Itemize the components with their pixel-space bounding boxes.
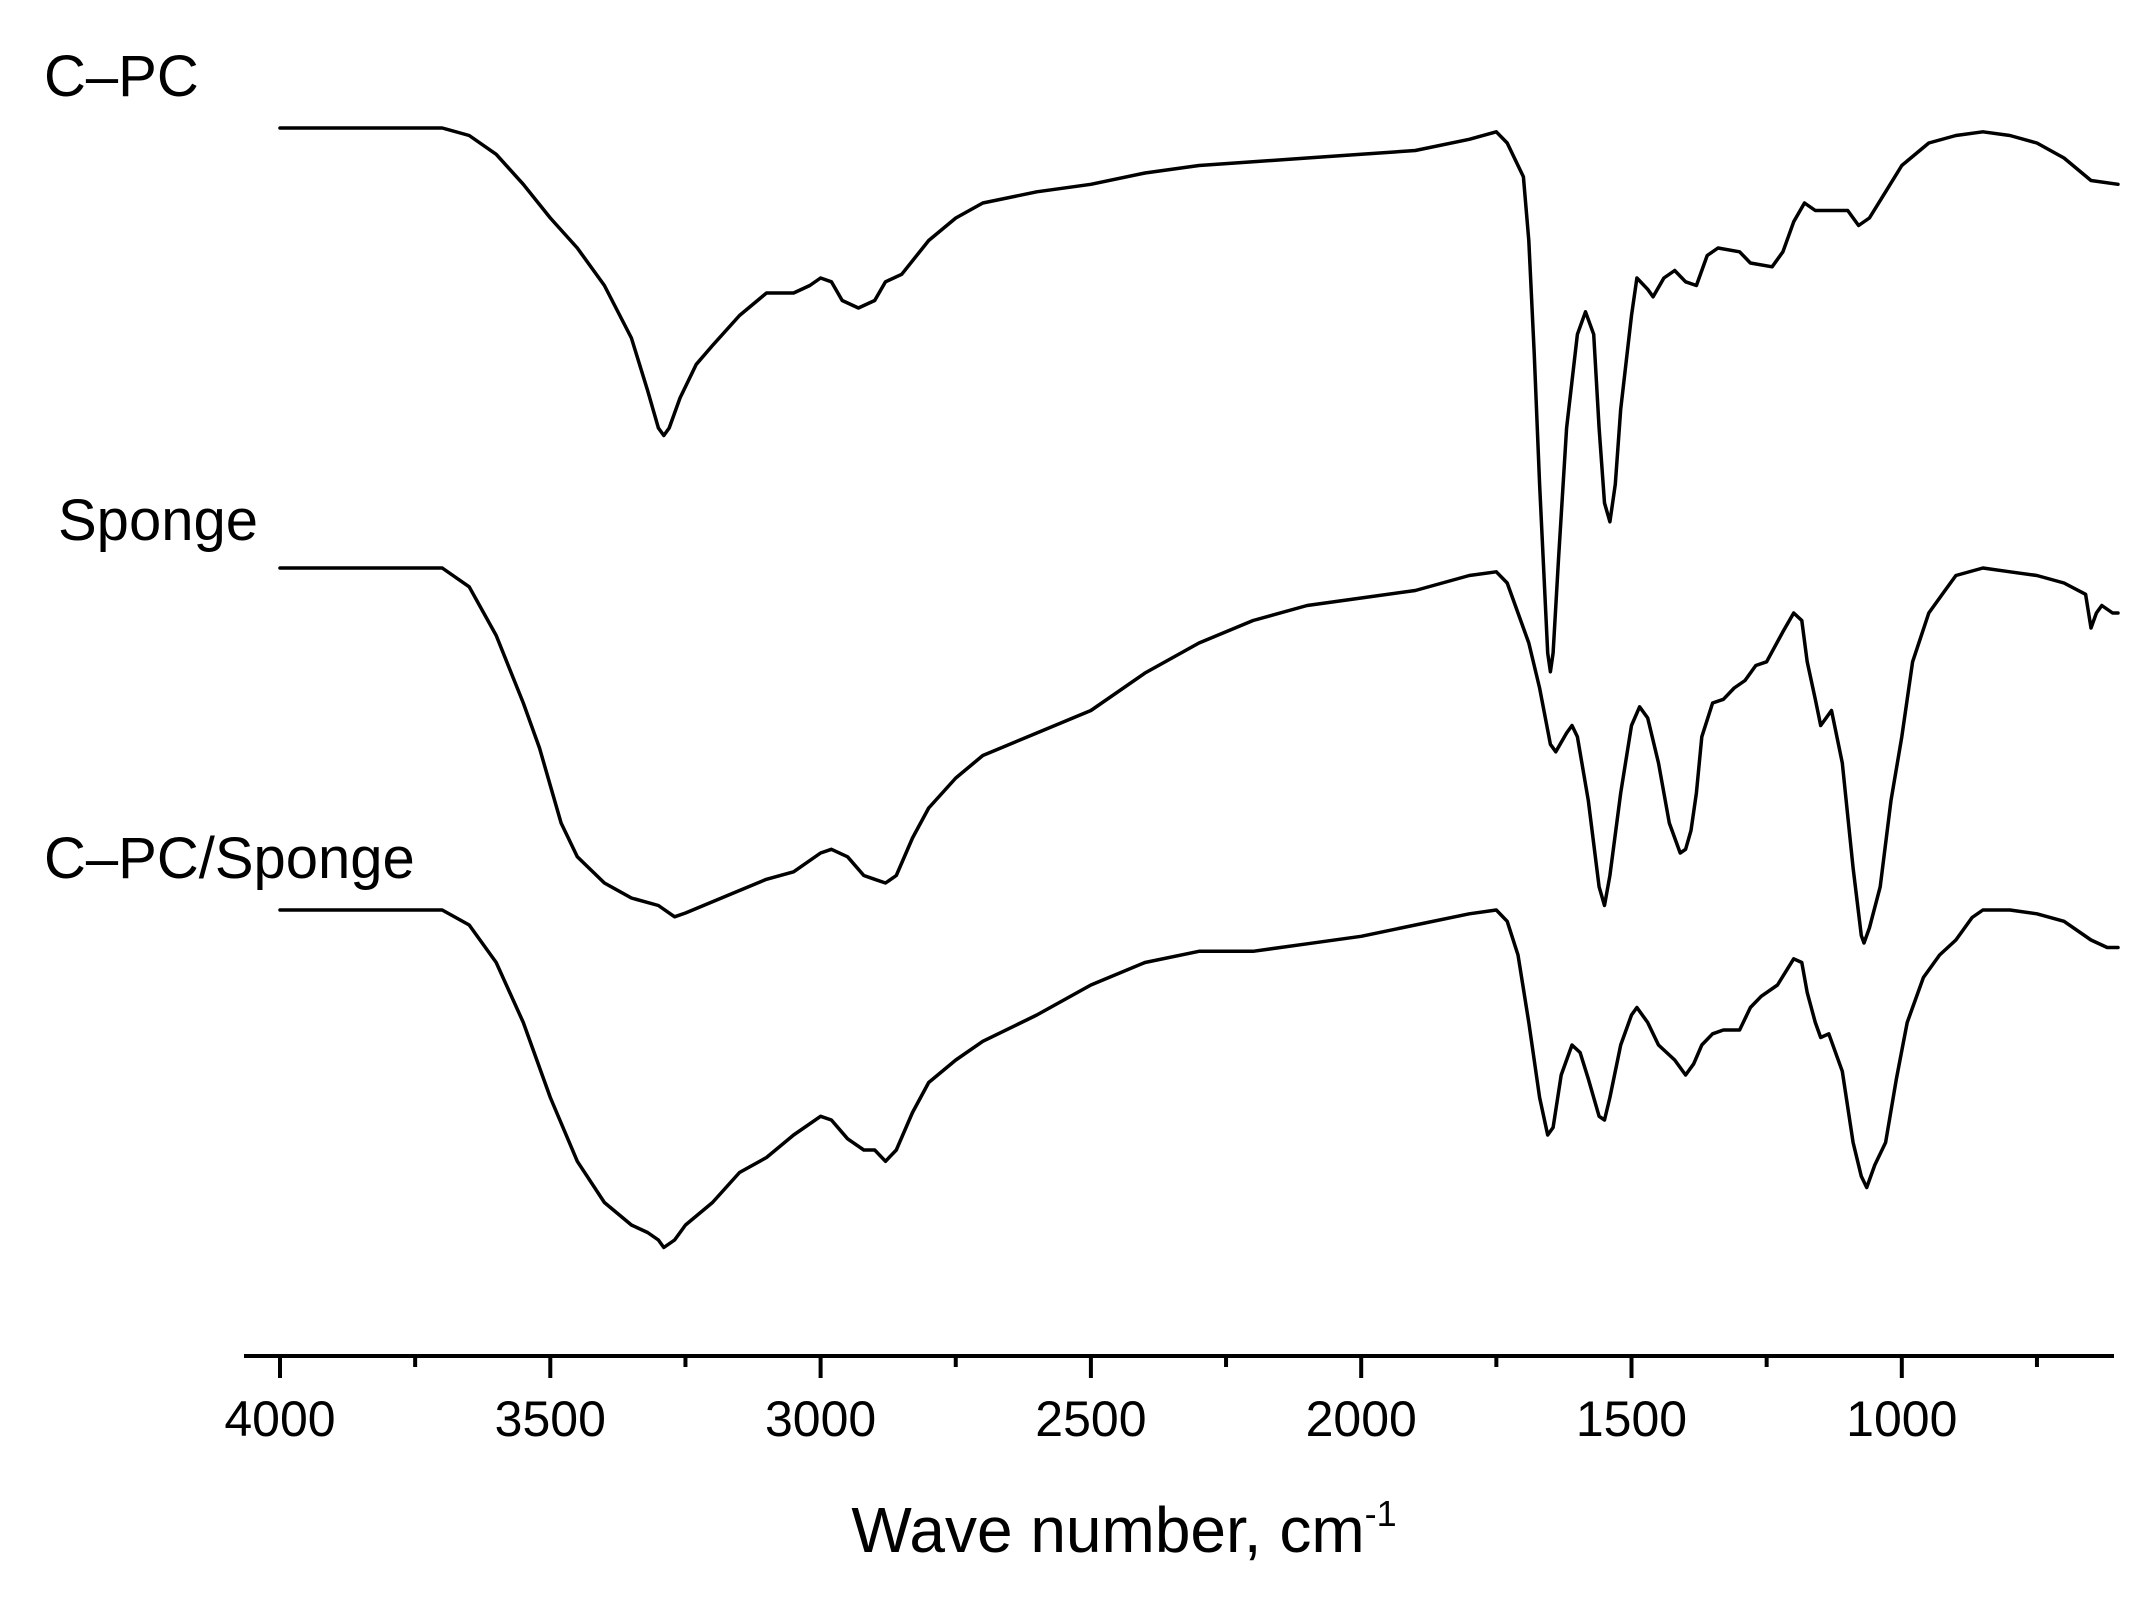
x-tick-label-2: 3000: [765, 1391, 876, 1447]
x-axis-title: Wave number, cm-1: [851, 1493, 1396, 1566]
series-line-0: [278, 126, 2120, 674]
series-label-0: C–PC: [44, 44, 199, 109]
series-line-2: [278, 908, 2120, 1250]
series-label-1: Sponge: [58, 488, 258, 553]
x-axis-title-text: Wave number, cm: [851, 1494, 1364, 1566]
series-group: C–PC Sponge C–PC/Sponge: [44, 44, 2120, 1250]
x-tick-label-4: 2000: [1306, 1391, 1417, 1447]
x-axis: 4000 3500 3000 2500 2000 1500 1000 Wave number…: [224, 1354, 2114, 1566]
x-tick-label-3: 2500: [1035, 1391, 1146, 1447]
x-axis-ticks: 4000 3500 3000 2500 2000 1500 1000: [224, 1356, 2039, 1447]
x-tick-label-1: 3500: [495, 1391, 606, 1447]
series-line-1: [278, 566, 2120, 945]
x-tick-label-0: 4000: [224, 1391, 335, 1447]
x-tick-label-5: 1500: [1576, 1391, 1687, 1447]
x-axis-title-superscript: -1: [1365, 1493, 1397, 1534]
series-label-2: C–PC/Sponge: [44, 826, 415, 891]
x-tick-label-6: 1000: [1846, 1391, 1957, 1447]
